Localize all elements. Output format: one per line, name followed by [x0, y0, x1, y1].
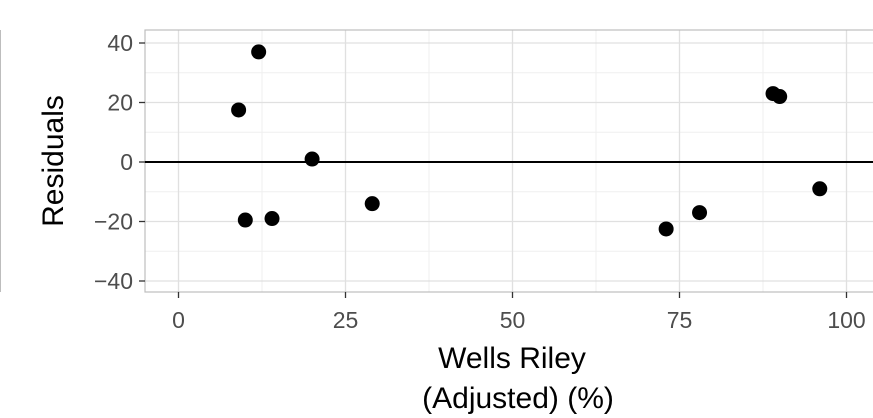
- data-point: [251, 44, 267, 60]
- y-axis-ticks: 40 20 0 −20 −40: [94, 30, 145, 294]
- data-point: [772, 89, 788, 105]
- left-edge-rule: [0, 30, 1, 292]
- data-point: [658, 221, 674, 237]
- x-axis-title-line-1: Wells Riley: [438, 342, 586, 375]
- data-point: [264, 211, 280, 227]
- y-tick-label: 0: [120, 149, 133, 175]
- data-point: [812, 181, 828, 197]
- data-point: [231, 102, 247, 118]
- x-axis-ticks: 0 25 50 75 100: [172, 292, 866, 333]
- x-axis-title-line-2: (Adjusted) (%): [422, 382, 614, 415]
- data-point: [237, 212, 253, 228]
- x-tick-label: 75: [667, 307, 693, 333]
- y-tick-label: −20: [94, 209, 133, 235]
- x-tick-label: 0: [172, 307, 185, 333]
- x-tick-label: 25: [333, 307, 359, 333]
- data-point: [692, 205, 708, 221]
- data-point: [364, 196, 380, 212]
- x-tick-label: 50: [500, 307, 526, 333]
- y-tick-label: −40: [94, 268, 133, 294]
- y-tick-label: 40: [107, 30, 133, 56]
- y-axis-title: Residuals: [37, 95, 70, 227]
- minor-gridlines: [145, 30, 873, 292]
- x-tick-label: 100: [827, 307, 865, 333]
- data-point: [304, 151, 320, 167]
- y-tick-label: 20: [107, 90, 133, 116]
- data-points: [231, 44, 828, 237]
